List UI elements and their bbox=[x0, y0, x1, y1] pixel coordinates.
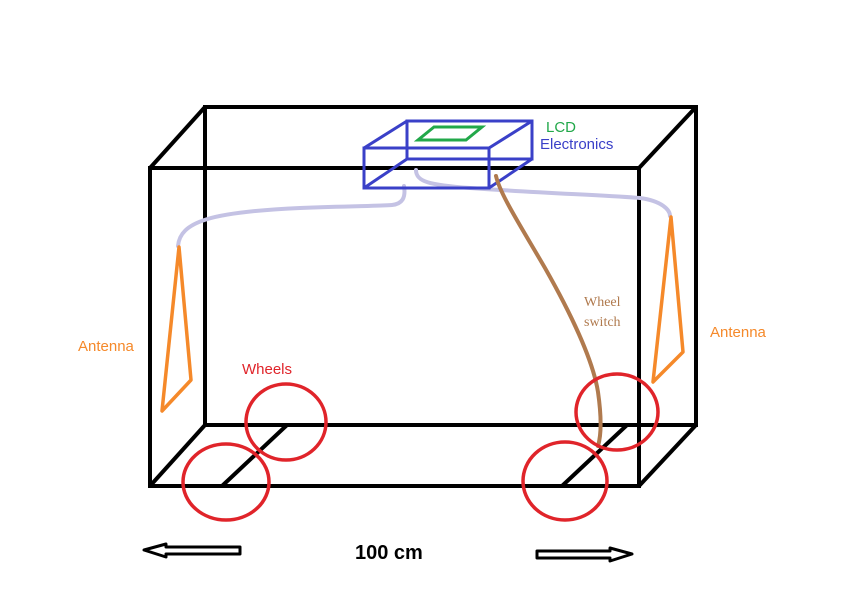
lcd-screen bbox=[413, 125, 487, 142]
wheels-label: Wheels bbox=[242, 361, 292, 378]
wheel-switch-label-line1: Wheel bbox=[584, 295, 621, 310]
electronics-label: Electronics bbox=[540, 136, 613, 153]
wheel-front-left bbox=[181, 442, 271, 522]
antenna-right-label: Antenna bbox=[710, 324, 767, 341]
cable-left bbox=[176, 184, 407, 248]
antenna-right bbox=[651, 215, 685, 384]
lcd-label: LCD bbox=[546, 119, 576, 136]
wheel-rear-left bbox=[244, 382, 328, 462]
arrow-left bbox=[142, 542, 242, 559]
dimension-label: 100 cm bbox=[355, 542, 423, 564]
cable-right bbox=[414, 168, 672, 218]
arrow-right bbox=[535, 546, 634, 563]
wheel-switch-label-line2: switch bbox=[584, 315, 621, 330]
antenna-left bbox=[160, 245, 193, 413]
wheel-axles bbox=[220, 423, 629, 488]
box-depth-edges bbox=[148, 105, 698, 488]
wheels bbox=[181, 372, 660, 522]
antenna-left-label: Antenna bbox=[78, 338, 135, 355]
box-back-face bbox=[203, 105, 698, 427]
wheel-rear-right bbox=[574, 372, 660, 452]
electronics-box bbox=[362, 119, 534, 190]
wheel-switch-wire bbox=[494, 174, 603, 448]
wheel-front-right bbox=[521, 440, 609, 522]
